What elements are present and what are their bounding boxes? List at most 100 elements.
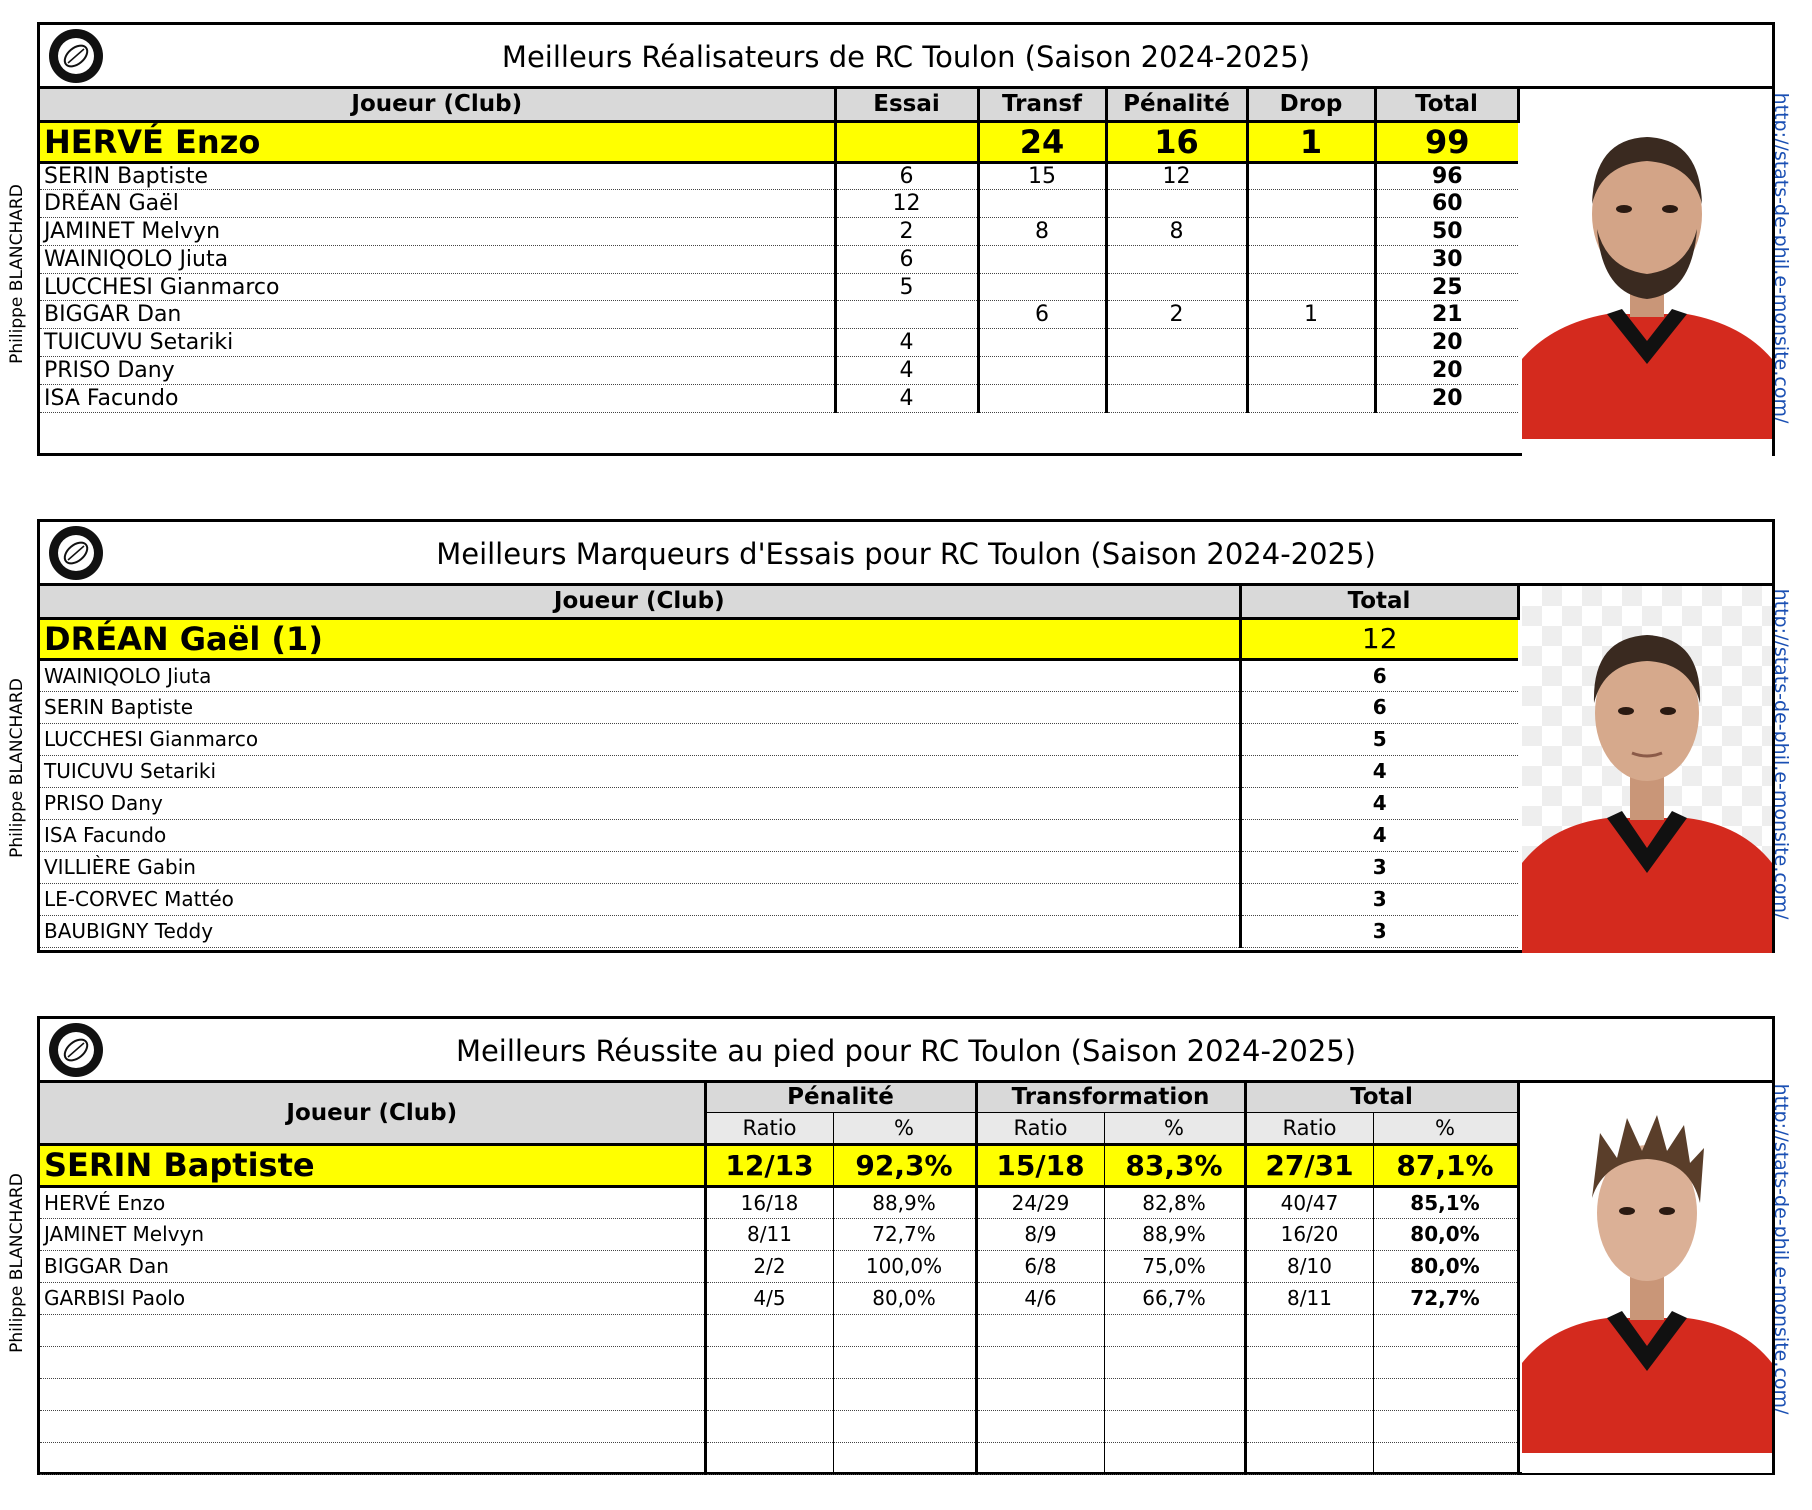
kicking-titlebar: Meilleurs Réussite au pied pour RC Toulo… bbox=[40, 1019, 1772, 1083]
empty-cell bbox=[40, 1378, 707, 1411]
cell-transf bbox=[978, 328, 1108, 358]
cell-total: 6 bbox=[1240, 659, 1518, 692]
tries-table: Joueur (Club) Total DRÉAN Gaël (1) 12 WA… bbox=[40, 586, 1520, 948]
subheader-pen-pct: % bbox=[833, 1112, 978, 1146]
empty-cell bbox=[1104, 1314, 1247, 1347]
cell-total: 5 bbox=[1240, 723, 1518, 756]
empty-cell bbox=[1104, 1410, 1247, 1443]
cell-total: 20 bbox=[1375, 328, 1518, 358]
player-name: DRÉAN Gaël bbox=[40, 189, 837, 219]
author-credit-3: Philippe BLANCHARD bbox=[7, 1173, 27, 1353]
cell-drop bbox=[1247, 384, 1377, 413]
empty-cell bbox=[1373, 1378, 1520, 1411]
leader-pen-ratio: 12/13 bbox=[705, 1144, 834, 1188]
player-name: VILLIÈRE Gabin bbox=[40, 851, 1242, 884]
table-row: ISA Facundo 4 bbox=[40, 819, 1518, 852]
cell-essai: 4 bbox=[835, 384, 980, 413]
empty-cell bbox=[705, 1346, 834, 1379]
cell-tot-pct: 80,0% bbox=[1373, 1218, 1520, 1251]
cell-penalite: 2 bbox=[1106, 300, 1249, 330]
leader-tr-pct: 83,3% bbox=[1104, 1144, 1247, 1188]
cell-pen-ratio: 4/5 bbox=[705, 1282, 834, 1315]
leader-tr-ratio: 15/18 bbox=[976, 1144, 1105, 1188]
cell-total: 20 bbox=[1375, 384, 1518, 413]
leader-row: HERVÉ Enzo 24 16 1 99 bbox=[40, 121, 1518, 164]
cell-total: 96 bbox=[1375, 162, 1518, 191]
empty-cell bbox=[1373, 1442, 1520, 1475]
kicking-table: Joueur (Club) Pénalité Transformation To… bbox=[40, 1083, 1520, 1475]
player-portrait-icon bbox=[1522, 137, 1772, 439]
cell-transf: 15 bbox=[978, 162, 1108, 191]
player-portrait-icon bbox=[1522, 1115, 1772, 1453]
cell-total: 3 bbox=[1240, 851, 1518, 884]
cell-total: 25 bbox=[1375, 273, 1518, 302]
cell-total: 3 bbox=[1240, 883, 1518, 916]
table-row: SERIN Baptiste 6 15 12 96 bbox=[40, 162, 1518, 191]
cell-tr-pct: 88,9% bbox=[1104, 1218, 1247, 1251]
leader-drop: 1 bbox=[1247, 121, 1377, 164]
cell-tr-ratio: 6/8 bbox=[976, 1250, 1105, 1283]
table-row: GARBISI Paolo 4/5 80,0% 4/6 66,7% 8/11 72,7% bbox=[40, 1282, 1520, 1315]
table-row: BIGGAR Dan 6 2 1 21 bbox=[40, 300, 1518, 330]
table-row: WAINIQOLO Jiuta 6 30 bbox=[40, 245, 1518, 274]
tries-panel: Meilleurs Marqueurs d'Essais pour RC Tou… bbox=[37, 519, 1775, 953]
cell-essai: 4 bbox=[835, 328, 980, 358]
empty-row bbox=[40, 1346, 1520, 1379]
col-header-drop: Drop bbox=[1247, 89, 1377, 123]
cell-total: 30 bbox=[1375, 245, 1518, 274]
leader-essai bbox=[835, 121, 980, 164]
subheader-tr-ratio: Ratio bbox=[976, 1112, 1105, 1146]
empty-cell bbox=[833, 1314, 978, 1347]
col-header-penalite: Pénalité bbox=[705, 1083, 978, 1113]
cell-drop bbox=[1247, 189, 1377, 219]
cell-drop bbox=[1247, 356, 1377, 385]
cell-pen-pct: 72,7% bbox=[833, 1218, 978, 1251]
stats-de-phil-logo-icon bbox=[49, 1023, 103, 1077]
col-header-player: Joueur (Club) bbox=[40, 586, 1242, 620]
cell-pen-pct: 80,0% bbox=[833, 1282, 978, 1315]
player-name: BIGGAR Dan bbox=[40, 300, 837, 330]
scorers-titlebar: Meilleurs Réalisateurs de RC Toulon (Sai… bbox=[40, 25, 1772, 89]
empty-cell bbox=[976, 1410, 1105, 1443]
empty-cell bbox=[1245, 1314, 1374, 1347]
player-name: WAINIQOLO Jiuta bbox=[40, 245, 837, 274]
col-header-total: Total bbox=[1245, 1083, 1520, 1113]
player-name: HERVÉ Enzo bbox=[40, 1186, 707, 1219]
empty-cell bbox=[1104, 1442, 1247, 1475]
player-name: LUCCHESI Gianmarco bbox=[40, 273, 837, 302]
empty-cell bbox=[976, 1442, 1105, 1475]
cell-tot-ratio: 8/11 bbox=[1245, 1282, 1374, 1315]
stats-de-phil-logo-icon bbox=[49, 526, 103, 580]
table-row: LE-CORVEC Mattéo 3 bbox=[40, 883, 1518, 916]
cell-penalite bbox=[1106, 189, 1249, 219]
cell-tr-pct: 75,0% bbox=[1104, 1250, 1247, 1283]
player-name: BAUBIGNY Teddy bbox=[40, 915, 1242, 948]
table-row: PRISO Dany 4 20 bbox=[40, 356, 1518, 385]
table-row: HERVÉ Enzo 16/18 88,9% 24/29 82,8% 40/47 85,1% bbox=[40, 1186, 1520, 1219]
table-row: TUICUVU Setariki 4 20 bbox=[40, 328, 1518, 358]
cell-pen-ratio: 2/2 bbox=[705, 1250, 834, 1283]
player-name: LE-CORVEC Mattéo bbox=[40, 883, 1242, 916]
empty-cell bbox=[1245, 1346, 1374, 1379]
empty-cell bbox=[833, 1346, 978, 1379]
cell-tot-pct: 72,7% bbox=[1373, 1282, 1520, 1315]
cell-tr-ratio: 8/9 bbox=[976, 1218, 1105, 1251]
cell-total: 4 bbox=[1240, 755, 1518, 788]
empty-cell bbox=[40, 1410, 707, 1443]
cell-pen-pct: 100,0% bbox=[833, 1250, 978, 1283]
player-name: ISA Facundo bbox=[40, 819, 1242, 852]
leader-name: SERIN Baptiste bbox=[40, 1144, 707, 1188]
col-header-essai: Essai bbox=[835, 89, 980, 123]
table-row: DRÉAN Gaël 12 60 bbox=[40, 189, 1518, 219]
leader-total: 12 bbox=[1240, 618, 1518, 661]
empty-cell bbox=[833, 1378, 978, 1411]
cell-transf bbox=[978, 273, 1108, 302]
cell-drop bbox=[1247, 162, 1377, 191]
cell-tot-pct: 85,1% bbox=[1373, 1186, 1520, 1219]
table-row: LUCCHESI Gianmarco 5 25 bbox=[40, 273, 1518, 302]
cell-tot-pct: 80,0% bbox=[1373, 1250, 1520, 1283]
empty-row bbox=[40, 1314, 1520, 1347]
empty-cell bbox=[833, 1410, 978, 1443]
cell-drop bbox=[1247, 245, 1377, 274]
table-row: JAMINET Melvyn 2 8 8 50 bbox=[40, 217, 1518, 246]
